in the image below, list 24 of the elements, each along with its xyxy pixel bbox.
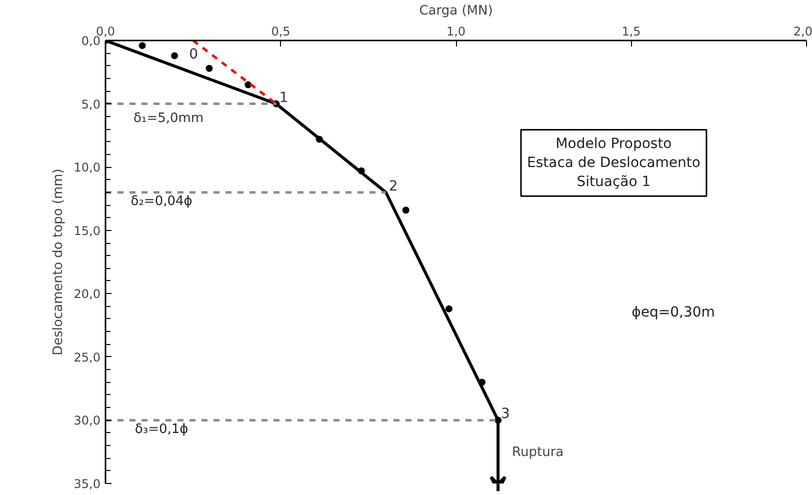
y-tick-label: 10,0 <box>74 160 100 175</box>
y-tick-label: 0,0 <box>81 34 101 48</box>
ref-line-label: δ₁=5,0mm <box>134 110 204 126</box>
annotation: δ₃=0,1ϕ <box>134 422 188 437</box>
y-tick-label: 20,0 <box>74 287 100 302</box>
y-tick-label: 35,0 <box>74 477 100 491</box>
annotation: Modelo Proposto Estaca de Deslocamento Situação 1 <box>526 136 700 190</box>
annotation: Ruptura <box>512 445 564 460</box>
annotation: 3 <box>501 406 510 422</box>
y-tick-label: 30,0 <box>74 414 100 428</box>
x-tick-label: 1,5 <box>622 24 641 38</box>
x-tick-label: 1,0 <box>446 24 466 38</box>
annotation: 2 <box>388 178 398 194</box>
annotation: 0 <box>189 46 198 62</box>
y-axis-title: Deslocamento do topo (mm) <box>50 168 66 356</box>
y-tick-label: 15,0 <box>74 224 100 238</box>
y-tick-label: 5,0 <box>81 97 101 112</box>
annotation: ϕeq=0,30m <box>632 304 715 321</box>
x-axis-title: Carga (MN) <box>419 4 493 18</box>
x-tick-label: 2,0 <box>793 24 812 38</box>
annotation: δ₂=0,04ϕ <box>130 194 192 210</box>
x-tick-label: 0,5 <box>271 24 290 38</box>
annotation: 1 <box>279 90 288 106</box>
y-tick-label: 25,0 <box>74 350 100 364</box>
